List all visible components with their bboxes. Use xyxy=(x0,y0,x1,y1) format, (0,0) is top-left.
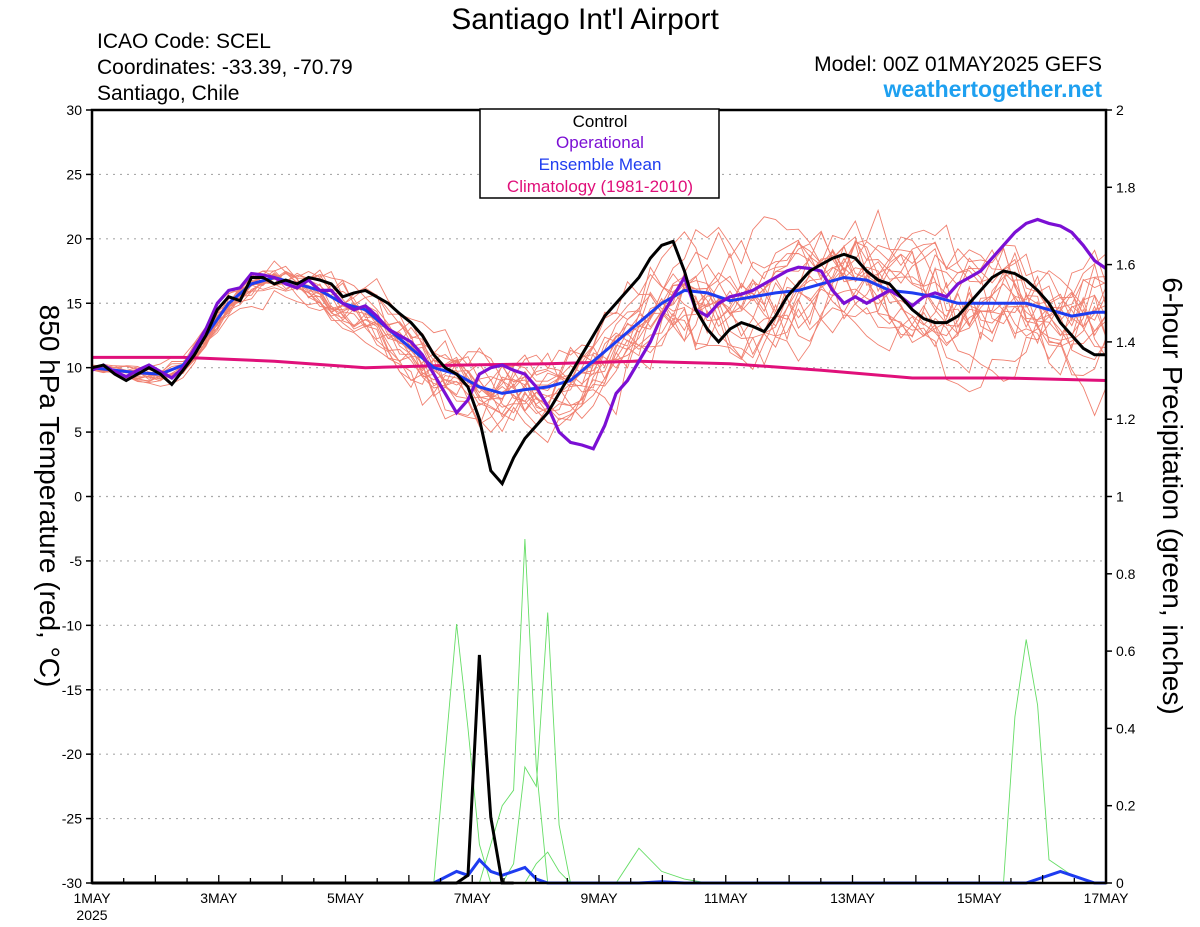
grid-lines xyxy=(92,173,1106,820)
y-right-tick-label-1: 0.2 xyxy=(1116,798,1136,814)
temperature-member-18 xyxy=(91,219,1107,416)
y-left-tick-label-1: -25 xyxy=(62,811,82,827)
model-run: Model: 00Z 01MAY2025 GEFS xyxy=(814,53,1102,76)
legend-box xyxy=(479,108,720,199)
precip-member-4 xyxy=(92,847,708,884)
axes: -30-25-20-15-10-505101520253000.20.40.60… xyxy=(62,102,1136,923)
legend-operational: Operational xyxy=(556,133,644,152)
y-left-tick-label-6: 0 xyxy=(74,489,82,505)
y-left-tick-label-11: 25 xyxy=(66,166,82,182)
y-left-tick-label-5: -5 xyxy=(70,553,83,569)
x-tick-label-2: 5MAY xyxy=(327,890,365,906)
legend: Control Operational Ensemble Mean Climat… xyxy=(479,108,720,199)
y-right-tick-label-10: 2 xyxy=(1116,102,1124,118)
precip-member-2 xyxy=(92,612,571,884)
coordinates: Coordinates: -33.39, -70.79 xyxy=(97,56,353,79)
y-right-tick-label-5: 1 xyxy=(1116,489,1124,505)
temperature-member-8 xyxy=(91,249,1107,382)
y-left-tick-label-2: -20 xyxy=(62,746,82,762)
x-tick-label-6: 13MAY xyxy=(830,890,876,906)
x-tick-label-7: 15MAY xyxy=(957,890,1003,906)
y-left-tick-label-9: 15 xyxy=(66,295,82,311)
temperature-member-11 xyxy=(91,239,1107,415)
y-axis-left-label: 850 hPa Temperature (red, °C) xyxy=(34,305,65,688)
y-right-tick-label-8: 1.6 xyxy=(1116,257,1136,273)
y-right-tick-label-4: 0.8 xyxy=(1116,566,1136,582)
x-tick-label-1: 3MAY xyxy=(200,890,238,906)
y-right-tick-label-7: 1.4 xyxy=(1116,334,1136,350)
y-left-tick-label-12: 30 xyxy=(66,102,82,118)
ensemble-members-precipitation xyxy=(92,538,1073,884)
precip-member-5 xyxy=(92,639,1073,884)
y-left-tick-label-0: -30 xyxy=(62,875,82,891)
main-series xyxy=(91,217,1107,885)
x-tick-label-8: 17MAY xyxy=(1084,890,1130,906)
temperature-mean-line xyxy=(91,275,1106,395)
y-right-tick-label-0: 0 xyxy=(1116,875,1124,891)
legend-control: Control xyxy=(573,112,628,131)
precip-member-1 xyxy=(92,538,571,884)
icao-code: ICAO Code: SCEL xyxy=(97,30,271,53)
y-axis-right-label: 6-hour Precipitation (green, inches) xyxy=(1157,277,1188,714)
x-year-label: 2025 xyxy=(76,907,107,923)
y-right-tick-label-9: 1.8 xyxy=(1116,179,1136,195)
legend-climatology: Climatology (1981-2010) xyxy=(507,177,693,196)
y-right-tick-label-2: 0.4 xyxy=(1116,720,1136,736)
temperature-control-line xyxy=(91,239,1106,487)
precip-member-0 xyxy=(92,623,503,884)
y-left-tick-label-3: -15 xyxy=(62,682,82,698)
x-tick-label-4: 9MAY xyxy=(580,890,618,906)
temperature-member-16 xyxy=(91,231,1107,422)
y-right-tick-label-3: 0.6 xyxy=(1116,643,1136,659)
y-left-tick-label-10: 20 xyxy=(66,231,82,247)
y-left-tick-label-8: 10 xyxy=(66,360,82,376)
x-tick-label-3: 7MAY xyxy=(454,890,492,906)
x-tick-label-0: 1MAY xyxy=(73,890,111,906)
location-name: Santiago, Chile xyxy=(97,82,239,105)
site-link[interactable]: weathertogether.net xyxy=(882,76,1102,102)
x-tick-label-5: 11MAY xyxy=(704,890,748,906)
legend-ensemble-mean: Ensemble Mean xyxy=(539,155,662,174)
temperature-operational-line xyxy=(91,217,1107,451)
temperature-member-14 xyxy=(91,216,1107,399)
ensemble-members-temperature xyxy=(91,208,1107,444)
y-left-tick-label-4: -10 xyxy=(62,617,82,633)
temperature-member-19 xyxy=(91,241,1107,428)
y-right-tick-label-6: 1.2 xyxy=(1116,411,1136,427)
chart-title: Santiago Int'l Airport xyxy=(451,3,719,36)
y-left-tick-label-7: 5 xyxy=(74,424,82,440)
